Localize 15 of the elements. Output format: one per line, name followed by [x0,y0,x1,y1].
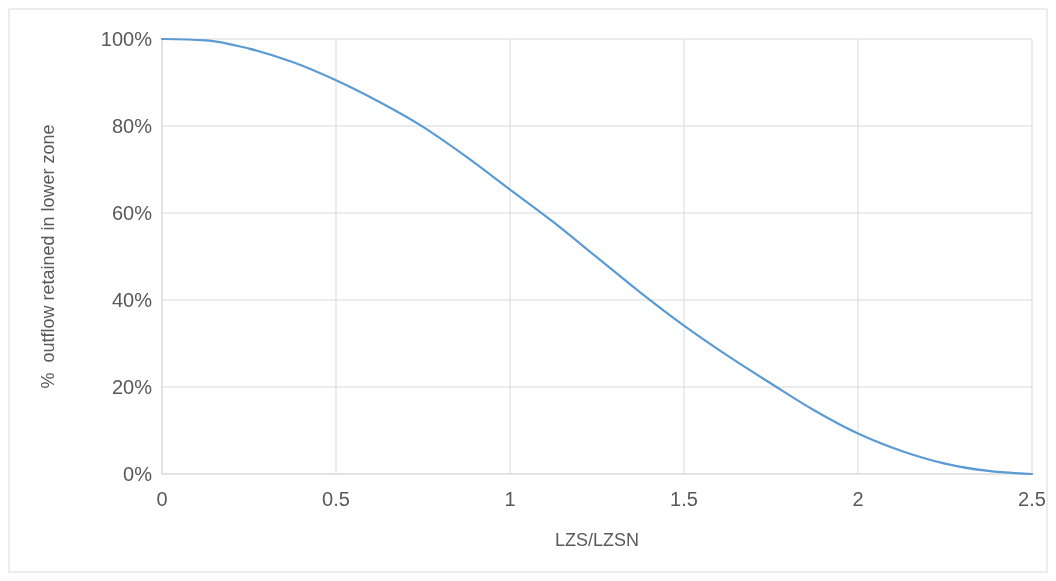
y-axis-title: % outflow retained in lower zone [38,124,58,389]
x-tick-label: 0.5 [322,488,350,510]
x-tick-label: 0 [156,488,168,510]
y-tick-label: 100% [100,28,153,50]
line-series [160,37,1034,476]
x-tick-label: 1 [504,488,516,510]
y-tick-label: 60% [111,202,153,224]
y-tick-label: 40% [111,289,153,311]
x-tick-label: 2.5 [1018,488,1046,510]
x-tick-label: 2 [852,488,864,510]
y-tick-label: 0% [123,463,153,485]
y-tick-label: 20% [111,376,153,398]
x-tick-label: 1.5 [670,488,698,510]
y-tick-label: 80% [111,115,153,137]
x-axis-title: LZS/LZSN [554,530,640,550]
